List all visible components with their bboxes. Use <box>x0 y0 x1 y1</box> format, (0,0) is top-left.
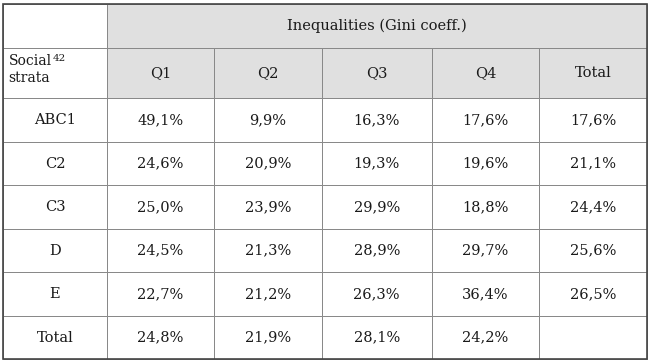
Text: Inequalities (Gini coeff.): Inequalities (Gini coeff.) <box>287 19 467 33</box>
Bar <box>322 185 432 229</box>
Text: 17,6%: 17,6% <box>570 113 616 127</box>
Text: Q4: Q4 <box>475 66 496 80</box>
Text: 19,6%: 19,6% <box>462 156 509 171</box>
Text: 29,7%: 29,7% <box>462 244 509 258</box>
Text: 24,8%: 24,8% <box>137 331 183 344</box>
Text: 25,0%: 25,0% <box>137 200 183 214</box>
Text: C2: C2 <box>45 156 65 171</box>
Text: 23,9%: 23,9% <box>244 200 291 214</box>
Bar <box>432 272 540 316</box>
Bar <box>432 229 540 272</box>
Bar <box>3 142 107 185</box>
Text: 24,4%: 24,4% <box>570 200 616 214</box>
Bar <box>540 229 647 272</box>
Text: Social
strata: Social strata <box>8 54 51 85</box>
Bar <box>432 98 540 142</box>
Text: Total: Total <box>36 331 73 344</box>
Text: 21,1%: 21,1% <box>570 156 616 171</box>
Text: 26,5%: 26,5% <box>570 287 616 301</box>
Text: 24,2%: 24,2% <box>462 331 509 344</box>
Text: C3: C3 <box>45 200 65 214</box>
Bar <box>107 4 647 48</box>
Text: Q2: Q2 <box>257 66 279 80</box>
Text: Total: Total <box>575 66 612 80</box>
Bar <box>322 142 432 185</box>
Bar <box>3 48 107 98</box>
Text: 18,8%: 18,8% <box>462 200 509 214</box>
Text: D: D <box>49 244 61 258</box>
Bar <box>214 272 322 316</box>
Bar <box>322 48 432 98</box>
Text: 19,3%: 19,3% <box>354 156 400 171</box>
Bar <box>3 4 107 48</box>
Bar <box>322 229 432 272</box>
Bar <box>322 98 432 142</box>
Text: E: E <box>49 287 60 301</box>
Bar <box>432 185 540 229</box>
Text: 24,5%: 24,5% <box>137 244 183 258</box>
Bar <box>214 185 322 229</box>
Bar <box>107 272 214 316</box>
Bar <box>3 272 107 316</box>
Text: 36,4%: 36,4% <box>462 287 509 301</box>
Text: 21,3%: 21,3% <box>245 244 291 258</box>
Text: 42: 42 <box>53 54 66 63</box>
Bar <box>540 185 647 229</box>
Text: 9,9%: 9,9% <box>250 113 287 127</box>
Bar <box>540 316 647 359</box>
Bar <box>432 48 540 98</box>
Text: 20,9%: 20,9% <box>244 156 291 171</box>
Bar <box>540 272 647 316</box>
Text: 26,3%: 26,3% <box>354 287 400 301</box>
Bar <box>3 316 107 359</box>
Bar <box>540 98 647 142</box>
Text: ABC1: ABC1 <box>34 113 76 127</box>
Bar <box>107 48 214 98</box>
Bar <box>107 142 214 185</box>
Text: 24,6%: 24,6% <box>137 156 183 171</box>
Bar <box>214 48 322 98</box>
Text: 17,6%: 17,6% <box>462 113 509 127</box>
Bar <box>107 229 214 272</box>
Bar <box>214 98 322 142</box>
Bar <box>432 316 540 359</box>
Bar <box>432 142 540 185</box>
Bar <box>3 185 107 229</box>
Bar <box>107 98 214 142</box>
Text: 29,9%: 29,9% <box>354 200 400 214</box>
Bar <box>107 185 214 229</box>
Bar <box>214 316 322 359</box>
Bar <box>214 142 322 185</box>
Bar <box>3 98 107 142</box>
Text: Q3: Q3 <box>366 66 387 80</box>
Text: 21,2%: 21,2% <box>245 287 291 301</box>
Bar <box>322 272 432 316</box>
Text: 49,1%: 49,1% <box>137 113 183 127</box>
Text: 22,7%: 22,7% <box>137 287 183 301</box>
Bar <box>3 229 107 272</box>
Text: 28,1%: 28,1% <box>354 331 400 344</box>
Text: 25,6%: 25,6% <box>570 244 616 258</box>
Text: 21,9%: 21,9% <box>245 331 291 344</box>
Bar <box>540 142 647 185</box>
Text: Q1: Q1 <box>150 66 171 80</box>
Text: 28,9%: 28,9% <box>354 244 400 258</box>
Bar <box>540 48 647 98</box>
Bar <box>107 316 214 359</box>
Text: 16,3%: 16,3% <box>354 113 400 127</box>
Bar <box>214 229 322 272</box>
Bar <box>322 316 432 359</box>
